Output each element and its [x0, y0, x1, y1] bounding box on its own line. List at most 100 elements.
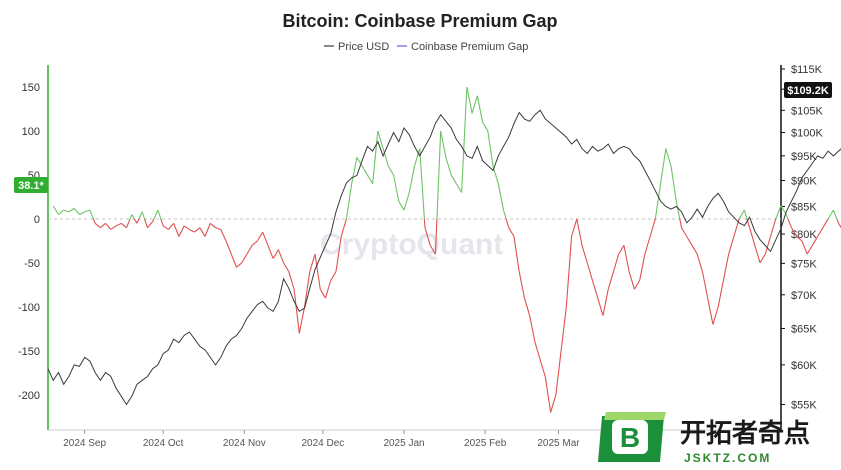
premium-segment — [129, 214, 133, 220]
premium-segment — [607, 271, 614, 290]
premium-segment — [712, 306, 719, 325]
right-tick-label: $85K — [791, 201, 817, 213]
premium-segment — [513, 236, 520, 272]
premium-segment — [173, 223, 180, 237]
premium-segment — [141, 211, 146, 220]
watermark: CryptoQuant — [320, 228, 503, 261]
premium-segment — [811, 236, 819, 246]
brand-url: JSKTZ.COM — [684, 451, 771, 465]
premium-segment — [822, 218, 829, 228]
left-badge-bg — [14, 177, 48, 193]
premium-segment — [136, 218, 140, 224]
premium-segment — [691, 245, 698, 255]
premium-segment — [602, 289, 609, 316]
premium-segment — [283, 262, 290, 272]
premium-segment — [335, 236, 342, 272]
premium-segment — [194, 227, 201, 233]
left-tick-label: 0 — [34, 214, 40, 226]
premium-segment — [497, 183, 505, 211]
premium-segment — [806, 245, 813, 255]
premium-segment — [618, 245, 625, 255]
premium-segment — [686, 236, 693, 246]
premium-segment — [304, 271, 311, 307]
premium-segment — [717, 280, 724, 307]
premium-segment — [644, 236, 651, 255]
premium-segment — [565, 236, 573, 307]
premium-segment — [262, 231, 269, 246]
premium-segment — [120, 222, 127, 229]
x-tick-label: 2025 Mar — [537, 438, 580, 449]
premium-segment — [309, 253, 316, 272]
premium-segment — [628, 271, 635, 290]
premium-segment — [461, 86, 468, 193]
premium-segment — [722, 253, 730, 281]
premium-segment — [612, 253, 620, 272]
premium-segment — [466, 86, 473, 114]
premium-segment — [272, 249, 279, 259]
x-tick-label: 2024 Sep — [63, 438, 106, 449]
legend-price-label[interactable]: Price USD — [338, 41, 389, 53]
right-tick-label: $80K — [791, 229, 817, 241]
premium-segment — [696, 253, 703, 272]
premium-segment — [743, 209, 748, 220]
premium-segment — [100, 222, 106, 229]
premium-segment — [827, 209, 834, 220]
left-tick-label: -50 — [24, 258, 40, 270]
premium-segment — [445, 157, 452, 176]
premium-segment — [79, 211, 85, 216]
premium-segment — [147, 221, 154, 229]
legend[interactable]: Price USD Coinbase Premium Gap — [324, 41, 528, 53]
x-axis-ticks: 2024 Sep 2024 Oct 2024 Nov 2024 Dec 2025 Jan… — [63, 430, 580, 449]
left-tick-label: 100 — [22, 126, 40, 138]
brand-name: 开拓者奇点 — [680, 418, 810, 449]
premium-segment — [408, 166, 416, 193]
premium-segment — [199, 227, 206, 237]
premium-segment — [482, 121, 489, 132]
right-tick-label: $55K — [791, 399, 817, 411]
premium-segment — [293, 289, 300, 334]
premium-segment — [126, 218, 131, 228]
premium-segment — [681, 227, 688, 237]
premium-segment — [152, 218, 155, 222]
right-badge-text: $109.2K — [787, 85, 829, 97]
premium-segment — [701, 271, 709, 299]
premium-segment — [571, 218, 578, 237]
premium-segment — [189, 228, 195, 233]
premium-segment — [487, 130, 494, 167]
x-tick-label: 2025 Jan — [383, 438, 424, 449]
premium-segment — [204, 223, 211, 237]
premium-segment — [178, 225, 185, 237]
premium-segment — [89, 209, 94, 220]
right-value-badge: $109.2K — [784, 82, 832, 98]
premium-segment — [241, 253, 248, 264]
premium-segment — [639, 253, 646, 281]
premium-segment — [256, 231, 264, 242]
premium-segment — [633, 280, 641, 290]
premium-segment — [423, 218, 426, 228]
premium-segment — [675, 201, 681, 220]
premium-segment — [429, 245, 436, 255]
premium-segment — [387, 165, 395, 176]
premium-segment — [215, 227, 221, 230]
right-tick-label: $90K — [791, 175, 817, 187]
premium-segment — [157, 209, 162, 220]
premium-segment — [764, 236, 772, 255]
premium-segment — [505, 218, 510, 228]
premium-segment — [345, 183, 353, 219]
legend-premium-label[interactable]: Coinbase Premium Gap — [411, 41, 528, 53]
premium-segment — [131, 214, 135, 220]
chart-title: Bitcoin: Coinbase Premium Gap — [282, 11, 557, 31]
premium-segment — [679, 218, 683, 228]
left-tick-label: -200 — [18, 390, 40, 402]
right-badge-bg — [784, 82, 832, 98]
premium-segment — [754, 245, 761, 264]
premium-segment — [555, 350, 562, 395]
right-tick-label: $95K — [791, 151, 817, 163]
premium-segment — [576, 218, 583, 246]
premium-segment — [225, 240, 232, 255]
premium-segment — [267, 245, 274, 259]
premium-segment — [597, 297, 604, 316]
logo-letter: B — [620, 422, 640, 453]
